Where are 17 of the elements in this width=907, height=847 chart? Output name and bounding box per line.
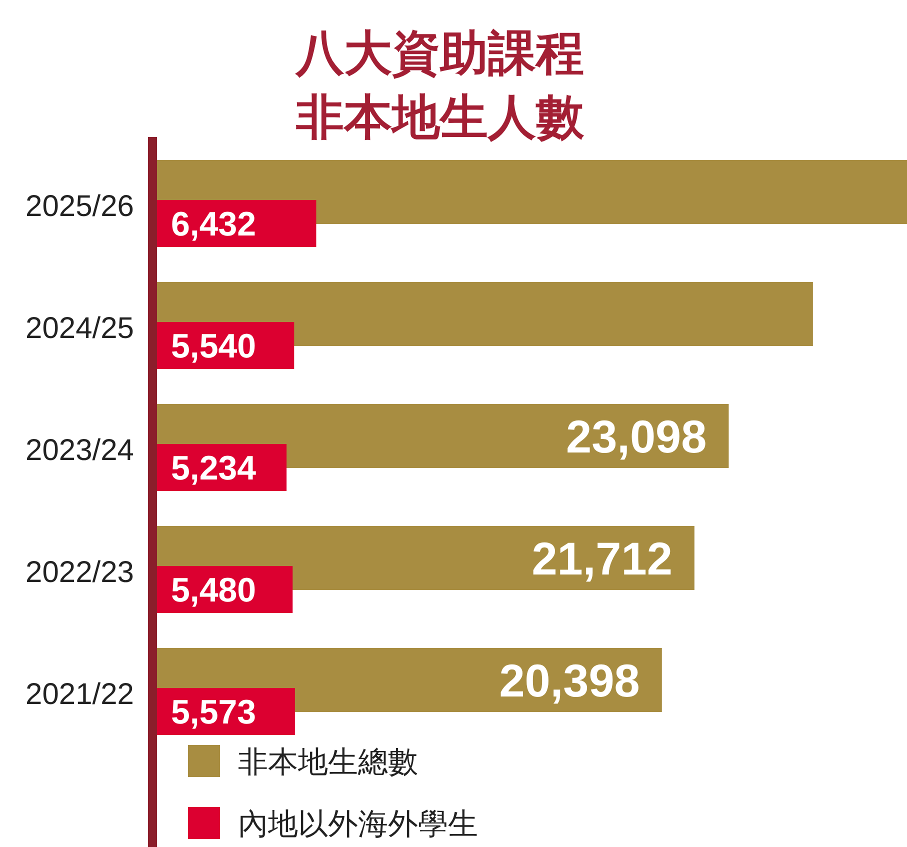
chart-title: 八大資助課程	[294, 25, 584, 82]
y-tick-label: 2021/22	[26, 678, 134, 711]
data-label: 5,480	[171, 572, 256, 610]
y-tick-label: 2024/25	[26, 312, 134, 345]
data-label: 5,540	[171, 328, 256, 366]
data-label: 5,573	[171, 694, 256, 732]
y-tick-label: 2022/23	[26, 556, 134, 589]
data-label: 21,712	[532, 532, 672, 585]
legend-label: 內地以外海外學生	[238, 806, 478, 842]
data-label: 20,398	[499, 654, 640, 707]
legend-label: 非本地生總數	[238, 744, 418, 780]
y-tick-label: 2023/24	[26, 434, 134, 467]
y-tick-label: 2025/26	[26, 190, 134, 223]
data-label: 6,432	[171, 206, 256, 244]
chart-subtitle: 非本地生人數	[295, 89, 585, 146]
data-label: 23,098	[566, 410, 707, 463]
data-label: 5,234	[171, 450, 256, 488]
